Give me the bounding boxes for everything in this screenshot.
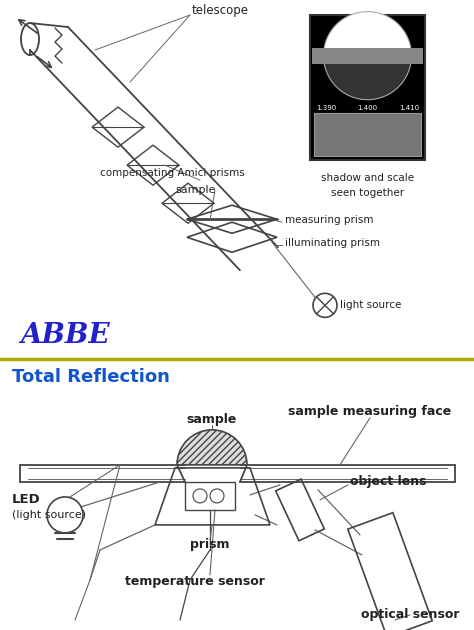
Text: optical sensor: optical sensor bbox=[361, 609, 459, 621]
Text: illuminating prism: illuminating prism bbox=[285, 238, 380, 248]
Text: LED: LED bbox=[12, 493, 41, 507]
Text: telescope: telescope bbox=[191, 4, 248, 16]
Wedge shape bbox=[177, 430, 247, 465]
Text: object lens: object lens bbox=[350, 476, 427, 488]
Text: prism: prism bbox=[190, 539, 230, 551]
Text: temperature sensor: temperature sensor bbox=[125, 575, 265, 588]
Text: shadow and scale: shadow and scale bbox=[321, 173, 414, 183]
Text: seen together: seen together bbox=[331, 188, 404, 198]
Text: sample: sample bbox=[175, 185, 216, 195]
Text: Total Reflection: Total Reflection bbox=[12, 368, 170, 386]
Bar bbox=[312, 48, 423, 64]
Text: ABBE: ABBE bbox=[20, 322, 109, 349]
Bar bbox=[310, 15, 425, 160]
Text: light source: light source bbox=[340, 301, 401, 311]
Text: 1.400: 1.400 bbox=[357, 105, 378, 111]
Text: 1.410: 1.410 bbox=[399, 105, 419, 111]
Text: sample measuring face: sample measuring face bbox=[288, 405, 452, 418]
Wedge shape bbox=[323, 11, 411, 55]
Text: measuring prism: measuring prism bbox=[285, 215, 374, 226]
Wedge shape bbox=[323, 55, 411, 100]
Text: compensating Amici prisms: compensating Amici prisms bbox=[100, 168, 245, 178]
Text: (light source): (light source) bbox=[12, 510, 86, 520]
Text: 1.390: 1.390 bbox=[316, 105, 336, 111]
Text: sample: sample bbox=[187, 413, 237, 427]
Bar bbox=[185, 482, 235, 510]
Bar bbox=[314, 113, 421, 156]
